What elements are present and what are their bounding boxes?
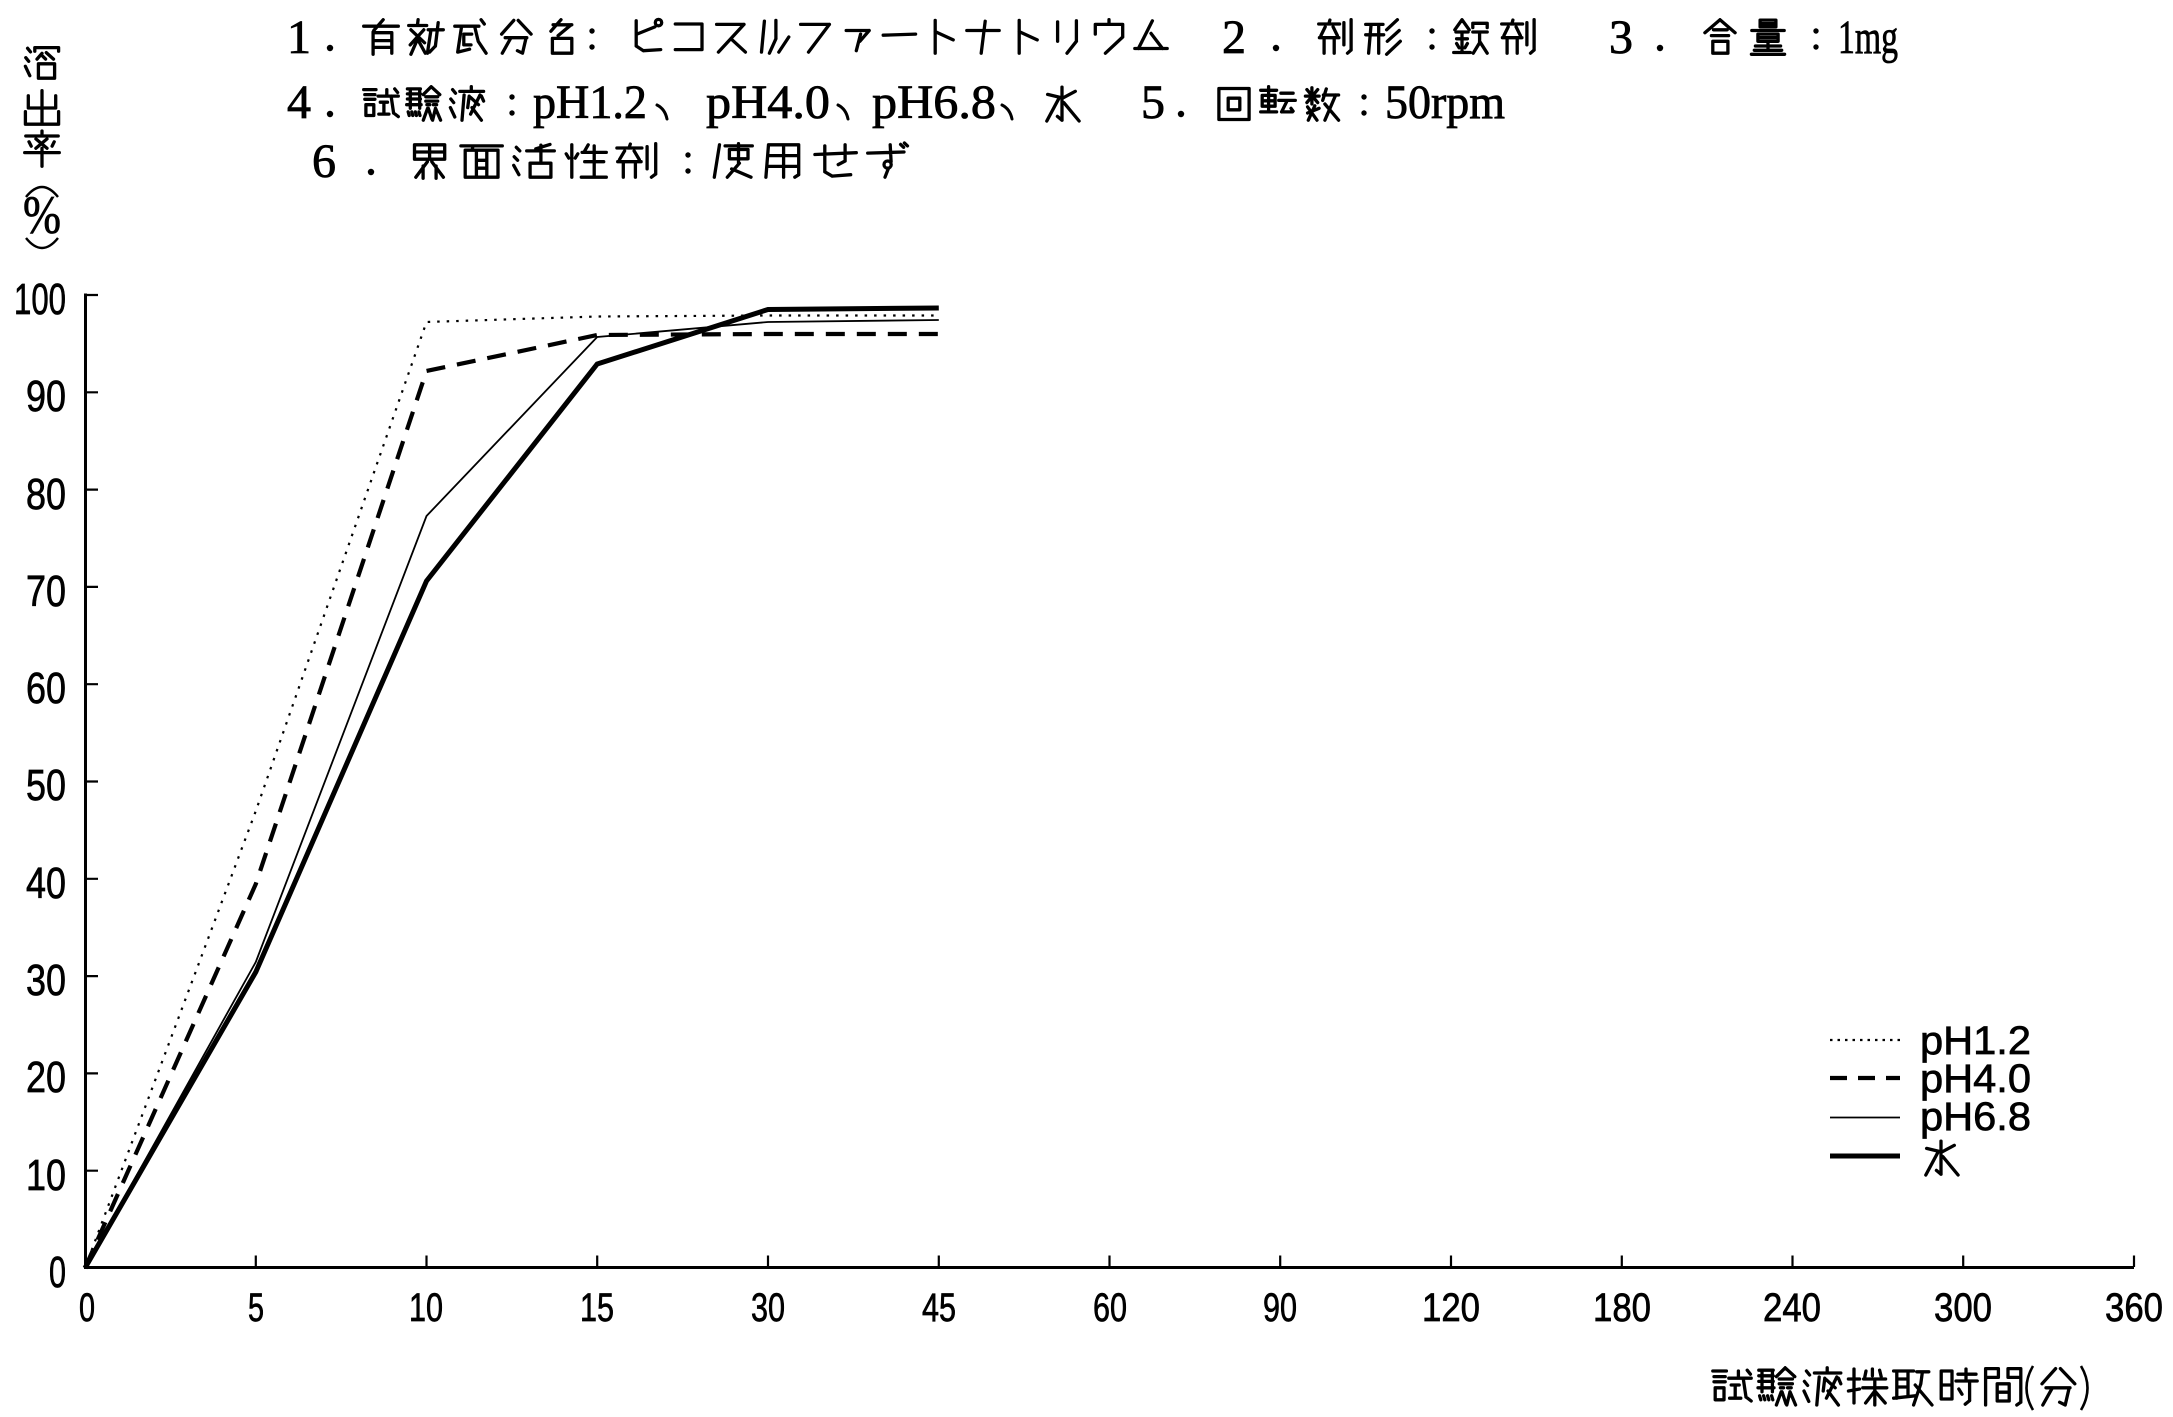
svg-text:10: 10 bbox=[26, 1151, 66, 1200]
svg-text:15: 15 bbox=[580, 1286, 614, 1330]
svg-text:1mg: 1mg bbox=[1838, 11, 1898, 64]
svg-text:300: 300 bbox=[1934, 1286, 1992, 1330]
svg-text:6: 6 bbox=[312, 135, 336, 188]
svg-text:3: 3 bbox=[1609, 11, 1633, 64]
svg-text:50: 50 bbox=[26, 761, 66, 810]
svg-text:30: 30 bbox=[751, 1286, 785, 1330]
svg-text:1: 1 bbox=[287, 11, 311, 64]
svg-text:120: 120 bbox=[1422, 1286, 1480, 1330]
svg-text:pH1.2: pH1.2 bbox=[533, 76, 647, 129]
svg-text:40: 40 bbox=[26, 859, 66, 908]
svg-text:240: 240 bbox=[1763, 1286, 1821, 1330]
svg-text:90: 90 bbox=[1263, 1286, 1297, 1330]
svg-text:60: 60 bbox=[1093, 1286, 1127, 1330]
svg-text:%: % bbox=[23, 185, 61, 245]
svg-text:45: 45 bbox=[922, 1286, 956, 1330]
svg-text:pH6.8: pH6.8 bbox=[1920, 1095, 2031, 1139]
svg-text:60: 60 bbox=[26, 664, 66, 713]
svg-text:100: 100 bbox=[14, 275, 66, 324]
svg-text:20: 20 bbox=[26, 1053, 66, 1102]
svg-text:pH6.8: pH6.8 bbox=[872, 76, 996, 129]
svg-text:0: 0 bbox=[79, 1286, 95, 1330]
svg-text:90: 90 bbox=[26, 372, 66, 421]
svg-text:180: 180 bbox=[1593, 1286, 1651, 1330]
svg-text:50rpm: 50rpm bbox=[1385, 76, 1505, 129]
svg-text:pH1.2: pH1.2 bbox=[1920, 1019, 2031, 1063]
svg-text:80: 80 bbox=[26, 470, 66, 519]
svg-text:5: 5 bbox=[1141, 76, 1165, 129]
svg-text:360: 360 bbox=[2105, 1286, 2163, 1330]
svg-text:2: 2 bbox=[1222, 11, 1246, 64]
svg-text:pH4.0: pH4.0 bbox=[1920, 1057, 2031, 1101]
svg-text:0: 0 bbox=[49, 1248, 66, 1297]
svg-text:pH4.0: pH4.0 bbox=[706, 76, 830, 129]
svg-text:30: 30 bbox=[26, 956, 66, 1005]
svg-text:4: 4 bbox=[287, 76, 311, 129]
svg-text:5: 5 bbox=[248, 1286, 264, 1330]
svg-text:10: 10 bbox=[409, 1286, 443, 1330]
svg-text:70: 70 bbox=[26, 567, 66, 616]
